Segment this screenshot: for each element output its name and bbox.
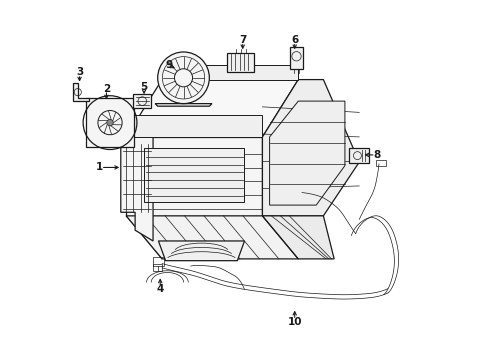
- Polygon shape: [269, 101, 344, 205]
- Polygon shape: [155, 104, 211, 106]
- Text: 4: 4: [156, 284, 163, 294]
- Polygon shape: [133, 94, 151, 108]
- Text: 3: 3: [76, 67, 83, 77]
- Polygon shape: [144, 148, 244, 202]
- Text: 8: 8: [373, 150, 380, 160]
- Polygon shape: [85, 98, 134, 147]
- Polygon shape: [262, 80, 359, 216]
- Polygon shape: [126, 137, 262, 216]
- Polygon shape: [73, 83, 88, 101]
- Polygon shape: [348, 148, 368, 163]
- Polygon shape: [121, 126, 153, 241]
- Circle shape: [158, 52, 209, 104]
- Circle shape: [106, 120, 113, 126]
- Text: 7: 7: [239, 35, 246, 45]
- Polygon shape: [162, 65, 298, 80]
- Text: 5: 5: [140, 82, 147, 92]
- Text: 10: 10: [287, 317, 301, 327]
- Polygon shape: [126, 80, 298, 137]
- Text: 2: 2: [102, 84, 110, 94]
- Polygon shape: [262, 216, 333, 259]
- Polygon shape: [158, 241, 244, 261]
- Polygon shape: [289, 47, 303, 69]
- Text: 9: 9: [165, 60, 172, 70]
- Polygon shape: [227, 53, 254, 72]
- Text: 1: 1: [96, 162, 102, 172]
- Polygon shape: [126, 116, 262, 137]
- Polygon shape: [126, 216, 298, 259]
- Text: 6: 6: [290, 35, 298, 45]
